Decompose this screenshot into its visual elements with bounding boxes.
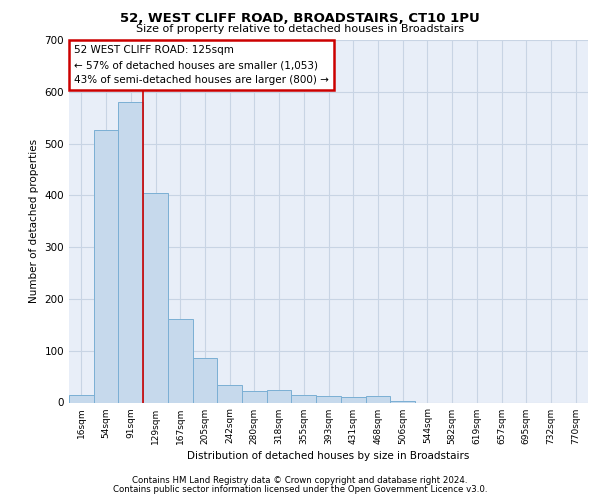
Text: 52 WEST CLIFF ROAD: 125sqm
← 57% of detached houses are smaller (1,053)
43% of s: 52 WEST CLIFF ROAD: 125sqm ← 57% of deta… <box>74 46 329 85</box>
Bar <box>292 395 316 402</box>
Text: Contains public sector information licensed under the Open Government Licence v3: Contains public sector information licen… <box>113 485 487 494</box>
Bar <box>242 390 267 402</box>
Text: Size of property relative to detached houses in Broadstairs: Size of property relative to detached ho… <box>136 24 464 34</box>
Bar <box>118 102 143 403</box>
Bar <box>193 358 217 403</box>
Bar <box>143 193 168 402</box>
Bar <box>341 398 365 402</box>
Bar <box>94 130 118 402</box>
Bar <box>217 386 242 402</box>
Text: Contains HM Land Registry data © Crown copyright and database right 2024.: Contains HM Land Registry data © Crown c… <box>132 476 468 485</box>
Bar <box>365 396 390 402</box>
Text: 52, WEST CLIFF ROAD, BROADSTAIRS, CT10 1PU: 52, WEST CLIFF ROAD, BROADSTAIRS, CT10 1… <box>120 12 480 25</box>
Bar <box>267 390 292 402</box>
X-axis label: Distribution of detached houses by size in Broadstairs: Distribution of detached houses by size … <box>187 450 470 460</box>
Y-axis label: Number of detached properties: Number of detached properties <box>29 139 39 304</box>
Bar <box>168 318 193 402</box>
Bar <box>316 396 341 402</box>
Bar <box>69 395 94 402</box>
